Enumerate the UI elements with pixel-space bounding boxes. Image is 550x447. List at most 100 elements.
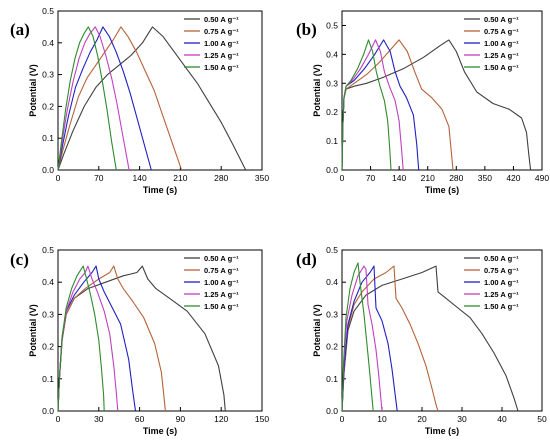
y-tick-label: 0.4 — [42, 277, 54, 287]
y-tick-label: 0.3 — [42, 70, 54, 80]
series-line-4 — [57, 265, 105, 412]
y-axis-label: Potential (V) — [312, 64, 322, 117]
y-tick-label: 0.5 — [326, 20, 338, 30]
x-tick-label: 50 — [537, 414, 547, 424]
legend-entry: 1.50 A g⁻¹ — [204, 302, 239, 311]
legend-entry: 1.25 A g⁻¹ — [204, 51, 239, 60]
y-tick-label: 0.2 — [326, 342, 338, 352]
series-line-1 — [341, 39, 454, 171]
legend-entry: 1.25 A g⁻¹ — [484, 290, 519, 299]
legend-entry: 0.50 A g⁻¹ — [204, 15, 239, 24]
legend-entry: 0.50 A g⁻¹ — [204, 254, 239, 263]
x-tick-label: 0 — [340, 414, 345, 424]
panel-label: (c) — [10, 250, 29, 269]
x-tick-label: 0 — [56, 414, 61, 424]
x-axis-label: Time (s) — [143, 426, 177, 436]
x-tick-label: 40 — [497, 414, 507, 424]
legend-entry: 0.50 A g⁻¹ — [484, 254, 519, 263]
plot-frame — [341, 10, 543, 171]
series-line-2 — [341, 265, 398, 412]
series-line-0 — [57, 265, 226, 412]
y-tick-label: 0.4 — [42, 38, 54, 48]
series-line-2 — [57, 265, 137, 412]
series-line-2 — [341, 39, 420, 171]
series-line-2 — [57, 26, 152, 171]
x-tick-label: 140 — [392, 173, 406, 183]
y-tick-label: 0.4 — [326, 49, 338, 59]
panel-label: (d) — [296, 250, 317, 269]
series-line-1 — [341, 265, 439, 412]
series-line-3 — [57, 26, 130, 171]
x-tick-label: 350 — [255, 173, 269, 183]
y-tick-label: 0.1 — [42, 374, 54, 384]
x-tick-label: 70 — [366, 173, 376, 183]
series-line-3 — [341, 39, 404, 171]
x-tick-label: 60 — [135, 414, 145, 424]
x-tick-label: 140 — [133, 173, 147, 183]
x-tick-label: 30 — [94, 414, 104, 424]
y-tick-label: 0.0 — [326, 406, 338, 416]
y-tick-label: 0.3 — [326, 78, 338, 88]
x-tick-label: 90 — [176, 414, 186, 424]
y-tick-label: 0.2 — [42, 342, 54, 352]
series-line-1 — [57, 265, 166, 412]
x-axis-label: Time (s) — [425, 426, 459, 436]
x-tick-label: 150 — [255, 414, 269, 424]
y-tick-label: 0.0 — [42, 406, 54, 416]
y-tick-label: 0.5 — [42, 245, 54, 255]
series-line-3 — [57, 265, 119, 412]
plot-frame — [57, 249, 263, 412]
x-tick-label: 350 — [478, 173, 492, 183]
x-tick-label: 210 — [421, 173, 435, 183]
legend-entry: 1.50 A g⁻¹ — [204, 63, 239, 72]
y-tick-label: 0.1 — [326, 374, 338, 384]
y-tick-label: 0.0 — [42, 165, 54, 175]
y-tick-label: 0.1 — [326, 136, 338, 146]
x-tick-label: 0 — [56, 173, 61, 183]
series-line-1 — [57, 26, 183, 171]
y-tick-label: 0.5 — [42, 6, 54, 16]
panel-label: (b) — [296, 20, 317, 39]
chart-panel-d: 0 10 20 30 40 50 0.0 0.1 0.2 0.3 0.4 0.5 Time (s) Pot… — [296, 245, 547, 436]
series-line-0 — [341, 265, 519, 412]
x-axis-label: Time (s) — [143, 185, 177, 195]
legend-entry: 1.00 A g⁻¹ — [484, 39, 519, 48]
y-tick-label: 0.2 — [326, 107, 338, 117]
series-line-0 — [57, 26, 247, 171]
legend-entry: 1.00 A g⁻¹ — [204, 39, 239, 48]
plot-frame — [57, 10, 263, 171]
legend-entry: 0.75 A g⁻¹ — [484, 27, 519, 36]
series-line-3 — [341, 265, 383, 412]
x-axis-label: Time (s) — [425, 185, 459, 195]
x-tick-label: 120 — [214, 414, 228, 424]
x-tick-label: 20 — [417, 414, 427, 424]
y-axis-label: Potential (V) — [28, 64, 38, 117]
x-tick-label: 210 — [173, 173, 187, 183]
x-tick-label: 280 — [449, 173, 463, 183]
legend-entry: 0.75 A g⁻¹ — [484, 266, 519, 275]
x-tick-label: 10 — [377, 414, 387, 424]
y-tick-label: 0.4 — [326, 277, 338, 287]
legend-entry: 1.50 A g⁻¹ — [484, 63, 519, 72]
legend-entry: 1.25 A g⁻¹ — [484, 51, 519, 60]
y-tick-label: 0.0 — [326, 165, 338, 175]
chart-panel-b: 0 70 140 210 280 350 420 490 0.0 0.1 0.2 0.3 0.4 0.5 T… — [296, 10, 549, 195]
series-line-4 — [57, 26, 117, 171]
y-tick-label: 0.2 — [42, 101, 54, 111]
legend-entry: 0.50 A g⁻¹ — [484, 15, 519, 24]
legend-entry: 1.25 A g⁻¹ — [204, 290, 239, 299]
y-tick-label: 0.5 — [326, 245, 338, 255]
y-axis-label: Potential (V) — [28, 304, 38, 357]
legend-entry: 1.00 A g⁻¹ — [484, 278, 519, 287]
series-line-4 — [341, 39, 392, 171]
chart-panel-a: 0 70 140 210 280 350 0.0 0.1 0.2 0.3 0.4 0.5 Time (s… — [10, 6, 269, 195]
legend-entry: 0.75 A g⁻¹ — [204, 266, 239, 275]
plot-frame — [341, 249, 543, 412]
x-tick-label: 490 — [535, 173, 549, 183]
legend-entry: 1.00 A g⁻¹ — [204, 278, 239, 287]
y-axis-label: Potential (V) — [312, 304, 322, 357]
x-tick-label: 70 — [94, 173, 104, 183]
legend-entry: 1.50 A g⁻¹ — [484, 302, 519, 311]
legend-entry: 0.75 A g⁻¹ — [204, 27, 239, 36]
